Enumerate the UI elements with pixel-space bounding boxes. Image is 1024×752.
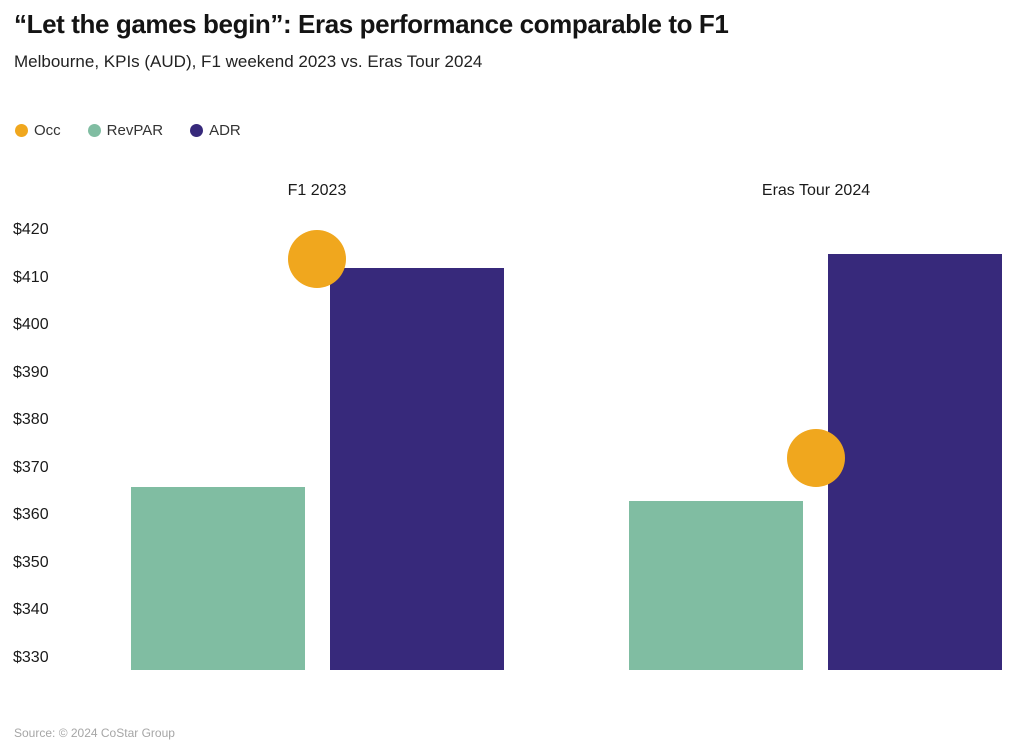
chart-title: “Let the games begin”: Eras performance … <box>14 9 729 39</box>
legend-label: Occ <box>34 122 61 139</box>
y-axis-tick-label: $410 <box>13 268 49 286</box>
category-label: Eras Tour 2024 <box>761 182 871 199</box>
y-axis-tick-label: $340 <box>13 601 49 619</box>
y-axis-tick-label: $360 <box>13 506 49 524</box>
y-axis-tick-label: $400 <box>13 316 49 334</box>
y-axis-tick-label: $350 <box>13 553 49 571</box>
legend-swatch-icon <box>15 124 28 137</box>
legend-label: RevPAR <box>106 122 164 139</box>
y-axis-tick-label: $370 <box>13 458 49 476</box>
y-axis-tick-label: $330 <box>13 649 49 666</box>
occ-dot-group1 <box>288 229 346 288</box>
legend-item-revpar: RevPAR <box>87 122 164 139</box>
legend-swatch-icon <box>190 124 204 137</box>
chart-subtitle: Melbourne, KPIs (AUD), F1 weekend 2023 v… <box>14 52 483 71</box>
y-axis-tick-label: $380 <box>13 411 49 429</box>
source-note: Source: © 2024 CoStar Group <box>14 726 175 740</box>
occ-dot-group2 <box>787 429 845 488</box>
y-axis-tick-label: $420 <box>13 221 49 238</box>
category-label: F1 2023 <box>287 182 347 199</box>
legend-item-occ: Occ <box>15 122 61 139</box>
legend-item-adr: ADR <box>190 122 241 139</box>
y-axis-tick-label: $390 <box>13 363 49 381</box>
bar-revpar-group2 <box>629 501 803 670</box>
legend-label: ADR <box>209 122 241 139</box>
bar-revpar-group1 <box>131 486 305 670</box>
bar-adr-group1 <box>330 268 504 670</box>
legend: Occ RevPAR ADR <box>15 122 241 139</box>
legend-swatch-icon <box>87 124 101 137</box>
bar-adr-group2 <box>828 253 1002 670</box>
